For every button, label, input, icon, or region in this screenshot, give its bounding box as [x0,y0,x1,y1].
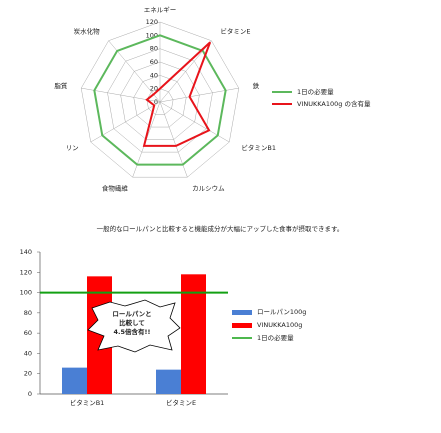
r-tick-label: 80 [150,45,158,53]
grid-ring [146,88,174,115]
spoke [159,40,212,103]
axis-label: リン [66,144,79,152]
radar-line [142,41,212,147]
bar [62,367,87,394]
legend-label: 1日の必要量 [297,87,334,96]
legend-label: VINUKKA100g の含有量 [297,99,371,108]
axis-label: 食物繊維 [102,183,129,192]
axis-label: 炭水化物 [74,27,101,36]
grid-ring [133,75,187,128]
axis-label: ビタミンE [220,27,250,36]
grid-ring [120,61,200,140]
r-tick-label: 60 [150,58,158,66]
grid-ring [80,21,240,178]
legend-label: ロールパン100g [257,308,306,316]
y-tick-label: 40 [24,349,32,357]
axis-label: ビタミンB1 [241,143,276,152]
y-tick-label: 20 [24,370,32,378]
y-tick-label: 120 [20,268,32,276]
y-tick-label: 140 [20,248,32,256]
y-tick-label: 0 [28,390,32,398]
y-tick-label: 80 [24,309,32,317]
spoke [159,87,239,103]
callout-text: 比較して [119,318,145,327]
r-tick-label: 100 [146,31,158,39]
callout [87,299,181,353]
axis-label: カルシウム [192,184,225,192]
legend-label: VINUKKA100g [257,321,302,329]
x-tick-label: ビタミンE [166,398,196,407]
r-tick-label: 40 [150,71,158,79]
radar-line [93,34,227,166]
r-tick-label: 120 [146,18,158,26]
bar [181,274,206,394]
r-tick-label: 20 [150,85,158,93]
legend-swatch [232,323,252,328]
legend-label: 1日の必要量 [257,333,294,342]
x-tick-label: ビタミンB1 [70,398,105,407]
axis-label: エネルギー [144,6,177,14]
callout-text: ロールパンと [112,309,151,318]
y-tick-label: 60 [24,329,32,337]
r-tick-label: 0 [154,98,158,106]
bar [156,369,181,394]
legend-swatch [232,310,252,315]
callout-text: 4.5倍含有!! [114,327,151,336]
y-tick-label: 100 [20,289,32,297]
axis-label: 脂質 [54,81,68,90]
chart-title: 一般的なロールパンと比較すると機能成分が大幅にアップした食事が摂取できます。 [97,224,344,233]
axis-label: 鉄 [253,81,260,90]
grid-ring [107,48,213,153]
